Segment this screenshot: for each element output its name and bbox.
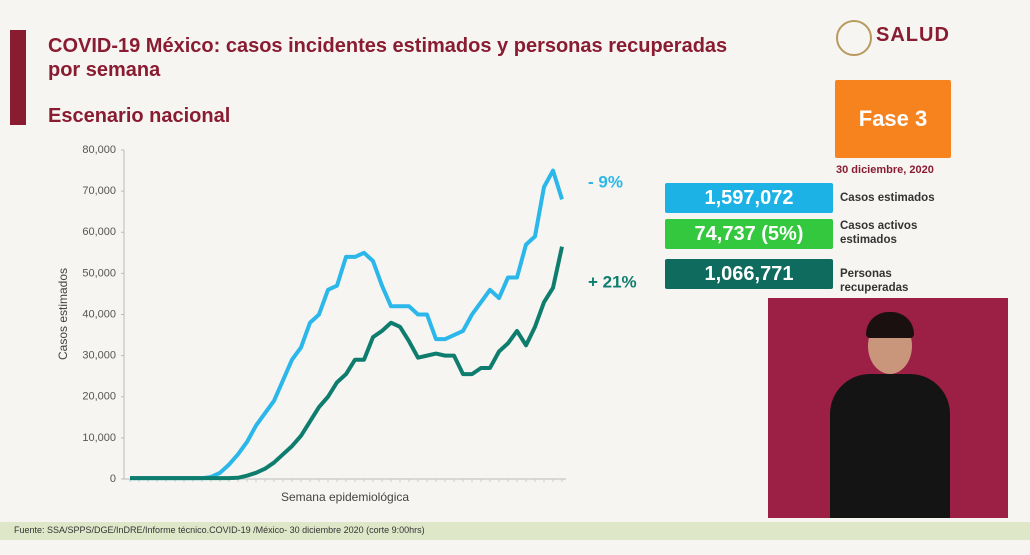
footer: Fuente: SSA/SPPS/DGE/InDRE/Informe técni… (14, 525, 425, 535)
interpreter-body (830, 374, 950, 518)
chart: Semana epidemiológica Casos estimados 0 1… (56, 144, 637, 504)
y-tick-label: 40,000 (82, 308, 116, 320)
subtitle: Escenario nacional (48, 105, 231, 127)
stat-value: 74,737 (5%) (665, 219, 833, 249)
y-tick-label: 60,000 (82, 226, 116, 238)
interpreter-hair (866, 312, 914, 338)
title: COVID-19 México: casos incidentes estima… (48, 35, 728, 81)
accent-bar (10, 30, 26, 125)
annotation: + 21% (588, 272, 637, 291)
series-line (130, 246, 564, 481)
y-tick-label: 0 (110, 473, 116, 485)
logo-emblem (836, 20, 872, 56)
y-tick-label: 20,000 (82, 391, 116, 403)
y-tick-label: 10,000 (82, 432, 116, 444)
phase-box: Fase 3 (835, 80, 951, 158)
interpreter-video (768, 298, 1008, 518)
stat-label: Personas recuperadas (840, 268, 909, 294)
annotation: - 9% (588, 172, 623, 191)
logo-text: SALUD (876, 24, 950, 46)
date: 30 diciembre, 2020 (836, 164, 934, 176)
y-tick-label: 30,000 (82, 350, 116, 362)
footer-band (0, 522, 1030, 540)
y-tick-label: 70,000 (82, 185, 116, 197)
y-tick-label: 50,000 (82, 267, 116, 279)
stat-label: Casos estimados (840, 192, 935, 204)
y-tick-label: 80,000 (82, 144, 116, 156)
stat-value: 1,066,771 (665, 259, 833, 289)
x-axis-label: Semana epidemiológica (281, 490, 409, 504)
series-line (130, 168, 564, 481)
stat-value: 1,597,072 (665, 183, 833, 213)
stat-label: Casos activos estimados (840, 220, 918, 246)
y-axis-label: Casos estimados (56, 268, 70, 360)
